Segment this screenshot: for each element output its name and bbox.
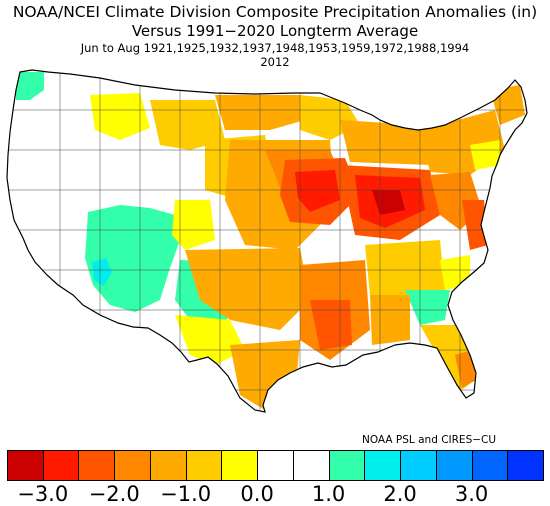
legend-swatch [221,450,259,481]
legend-tick-label: 1.0 [311,482,346,506]
map-title: NOAA/NCEI Climate Division Composite Pre… [12,3,538,21]
legend-swatch [149,450,187,481]
legend-swatch [185,450,223,481]
legend-swatch [507,450,544,481]
color-legend [7,450,544,481]
legend-swatch [400,450,437,481]
region-arizona-wetter [92,258,112,286]
region-mississippi-dry [370,295,410,345]
region-iowa-missouri-core [295,170,340,212]
legend-swatch [328,450,366,481]
us-outline [6,69,528,413]
legend-swatch [471,450,509,481]
division-boundaries [7,70,527,410]
us-precipitation-anomaly-map [6,69,528,413]
legend-tick-label: −1.0 [160,482,212,506]
map-years-line: Jun to Aug 1921,1925,1932,1937,1948,1953… [80,41,470,55]
region-montana-dry [150,100,225,150]
legend-tick-label: 0.0 [240,482,274,506]
region-south-carolina-dry [440,255,470,290]
legend-swatch [257,450,294,481]
legend-swatch [364,450,402,481]
region-colorado-dry [172,200,215,250]
legend-tick-label: −3.0 [17,482,69,506]
map-year-line: 2012 [260,55,290,69]
region-carolina-coast-dry [462,200,488,250]
division-fills [7,70,527,412]
region-west-texas-dry [175,315,245,365]
credit-text: NOAA PSL and CIRES−CU [362,434,497,446]
region-idaho-montana-dry [90,93,150,140]
legend-swatch [114,450,151,481]
legend-swatch [7,450,44,481]
legend-swatch [42,450,80,481]
region-wisconsin-michigan-dry [340,120,430,165]
region-oklahoma-texas-dry [185,248,310,330]
legend-tick-label: 3.0 [454,482,489,506]
region-new-england-dry [470,140,500,170]
legend-swatch [292,450,330,481]
region-southwest-wet [85,205,180,312]
legend-tick-label: 2.0 [383,482,417,506]
region-georgia-wet [405,290,450,325]
legend-tick-label: −2.0 [88,482,140,506]
region-louisiana-core [310,300,352,350]
legend-swatch [78,450,116,481]
division-lines-horizontal [7,109,527,391]
map-subtitle: Versus 1991−2020 Longterm Average [131,22,419,40]
legend-swatch [435,450,473,481]
region-pnw-wet [16,72,44,100]
